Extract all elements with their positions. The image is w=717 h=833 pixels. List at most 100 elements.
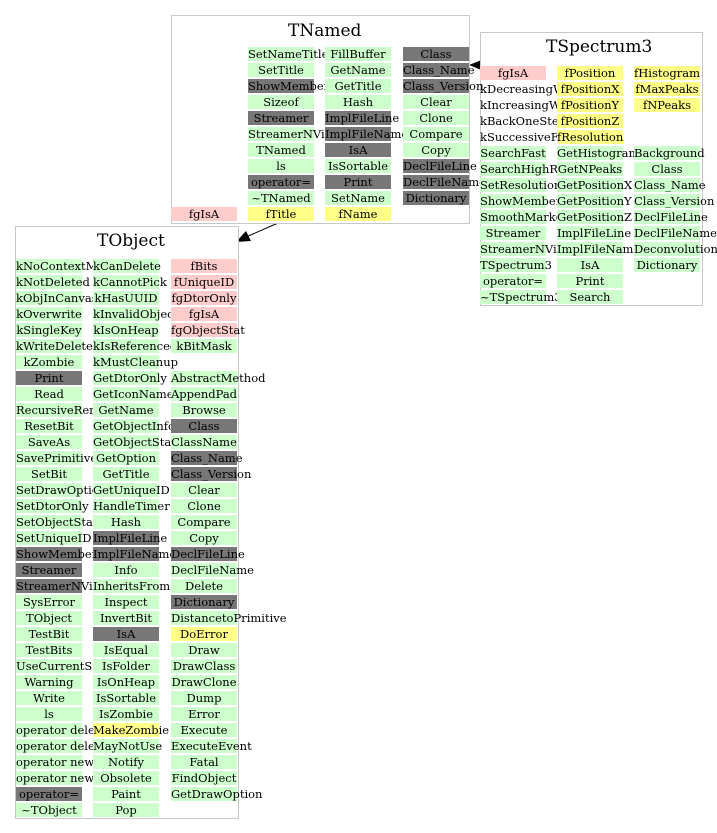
member-fillbuffer: FillBuffer [325, 47, 391, 61]
member-error: Error [171, 707, 237, 721]
member-implfilename: ImplFileName [93, 547, 177, 561]
member-setnametitle: SetNameTitle [248, 47, 329, 61]
member-issortable: IsSortable [93, 691, 159, 705]
member-dictionary: Dictionary [171, 595, 237, 609]
member-obsolete: Obsolete [93, 771, 159, 785]
member-kwritedelete: kWriteDelete [16, 339, 93, 353]
member-notify: Notify [93, 755, 159, 769]
member-setname: SetName [325, 191, 391, 205]
member-koverwrite: kOverwrite [16, 307, 82, 321]
member-setdtoronly: SetDtorOnly [16, 499, 89, 513]
member-class-name: Class_Name [171, 451, 243, 465]
member-recursiveremove: RecursiveRemove [16, 403, 121, 417]
member-dictionary: Dictionary [403, 191, 469, 205]
member-tspectrum3: TSpectrum3 [480, 258, 552, 272]
member-draw: Draw [171, 643, 237, 657]
member-abstractmethod: AbstractMethod [171, 371, 266, 385]
member-knotdeleted: kNotDeleted [16, 275, 90, 289]
member-issortable: IsSortable [325, 159, 391, 173]
member-usecurrentstyle: UseCurrentStyle [16, 659, 114, 673]
member-class-version: Class_Version [171, 467, 252, 481]
class-title-tnamed: TNamed [288, 21, 362, 41]
member-ksuccessivefiltering: kSuccessiveFiltering [480, 130, 602, 144]
member-drawclone: DrawClone [171, 675, 237, 689]
member-getpositionz: GetPositionZ [557, 210, 633, 224]
member-print: Print [325, 175, 391, 189]
member-ls: ls [16, 707, 82, 721]
member-declfileline: DeclFileLine [403, 159, 477, 173]
member-inheritsfrom: InheritsFrom [93, 579, 171, 593]
member-kbitmask: kBitMask [171, 339, 237, 353]
member-dump: Dump [171, 691, 237, 705]
member-clone: Clone [403, 111, 469, 125]
member-compare: Compare [403, 127, 469, 141]
member-class-version: Class_Version [403, 79, 484, 93]
member-settitle: SetTitle [248, 63, 314, 77]
member-browse: Browse [171, 403, 237, 417]
member-drawclass: DrawClass [171, 659, 237, 673]
member-isonheap: IsOnHeap [93, 675, 159, 689]
member-streamernvirtual: StreamerNVirtual [16, 579, 121, 593]
member-getobjectstat: GetObjectStat [93, 435, 176, 449]
member-getdtoronly: GetDtorOnly [93, 371, 167, 385]
class-title-tspectrum3: TSpectrum3 [546, 37, 653, 57]
member-fatal: Fatal [171, 755, 237, 769]
member-fresolution: fResolution [557, 130, 624, 144]
member-showmembers: ShowMembers [16, 547, 104, 561]
member-fgdtoronly: fgDtorOnly [171, 291, 237, 305]
member-findobject: FindObject [171, 771, 237, 785]
member-classname: ClassName [171, 435, 237, 449]
member-fpositiony: fPositionY [557, 98, 623, 112]
member-implfilename: ImplFileName [557, 242, 641, 256]
member-isa: IsA [93, 627, 159, 641]
member-empty [634, 130, 700, 144]
member-ftitle: fTitle [248, 207, 314, 221]
member-getnpeaks: GetNPeaks [557, 162, 623, 176]
member-getname: GetName [325, 63, 391, 77]
member-copy: Copy [403, 143, 469, 157]
member-getoption: GetOption [93, 451, 159, 465]
member-compare: Compare [171, 515, 237, 529]
member-copy: Copy [171, 531, 237, 545]
member-kisreferenced: kIsReferenced [93, 339, 178, 353]
member-write: Write [16, 691, 82, 705]
member-getuniqueid: GetUniqueID [93, 483, 170, 497]
member-streamer: Streamer [248, 111, 314, 125]
member-gettitle: GetTitle [93, 467, 159, 481]
member-ls: ls [248, 159, 314, 173]
member-declfilename: DeclFileName [634, 226, 717, 240]
member-operator-delete: operator delete [16, 723, 107, 737]
member-class-name: Class_Name [634, 178, 706, 192]
member-implfileline: ImplFileLine [557, 226, 632, 240]
member-operator: operator= [16, 787, 82, 801]
member-fgisa: fgIsA [480, 66, 546, 80]
member-maynotuse: MayNotUse [93, 739, 163, 753]
member-pop: Pop [93, 803, 159, 817]
member-setdrawoption: SetDrawOption [16, 483, 107, 497]
member-fmaxpeaks: fMaxPeaks [634, 82, 700, 96]
member-streamer: Streamer [16, 563, 82, 577]
member-searchhighres: SearchHighRes [480, 162, 571, 176]
member-kzombie: kZombie [16, 355, 82, 369]
member-invertbit: InvertBit [93, 611, 159, 625]
member-declfilename: DeclFileName [171, 563, 254, 577]
member-resetbit: ResetBit [16, 419, 82, 433]
member-isfolder: IsFolder [93, 659, 159, 673]
member-handletimer: HandleTimer [93, 499, 170, 513]
member-implfileline: ImplFileLine [325, 111, 400, 125]
member-geticonname: GetIconName [93, 387, 174, 401]
member-tobject: ~TObject [16, 803, 82, 817]
member-kcandelete: kCanDelete [93, 259, 161, 273]
member-executeevent: ExecuteEvent [171, 739, 252, 753]
member-implfileline: ImplFileLine [93, 531, 168, 545]
member-gettitle: GetTitle [325, 79, 391, 93]
member-operator-new: operator new [16, 755, 95, 769]
member-operator: operator= [248, 175, 314, 189]
member-fposition: fPosition [557, 66, 623, 80]
member-khasuuid: kHasUUID [93, 291, 159, 305]
member-deconvolution: Deconvolution [634, 242, 717, 256]
member-streamernvirtual: StreamerNVirtual [248, 127, 353, 141]
member-setobjectstat: SetObjectStat [16, 515, 98, 529]
member-class: Class [403, 47, 469, 61]
member-getname: GetName [93, 403, 159, 417]
